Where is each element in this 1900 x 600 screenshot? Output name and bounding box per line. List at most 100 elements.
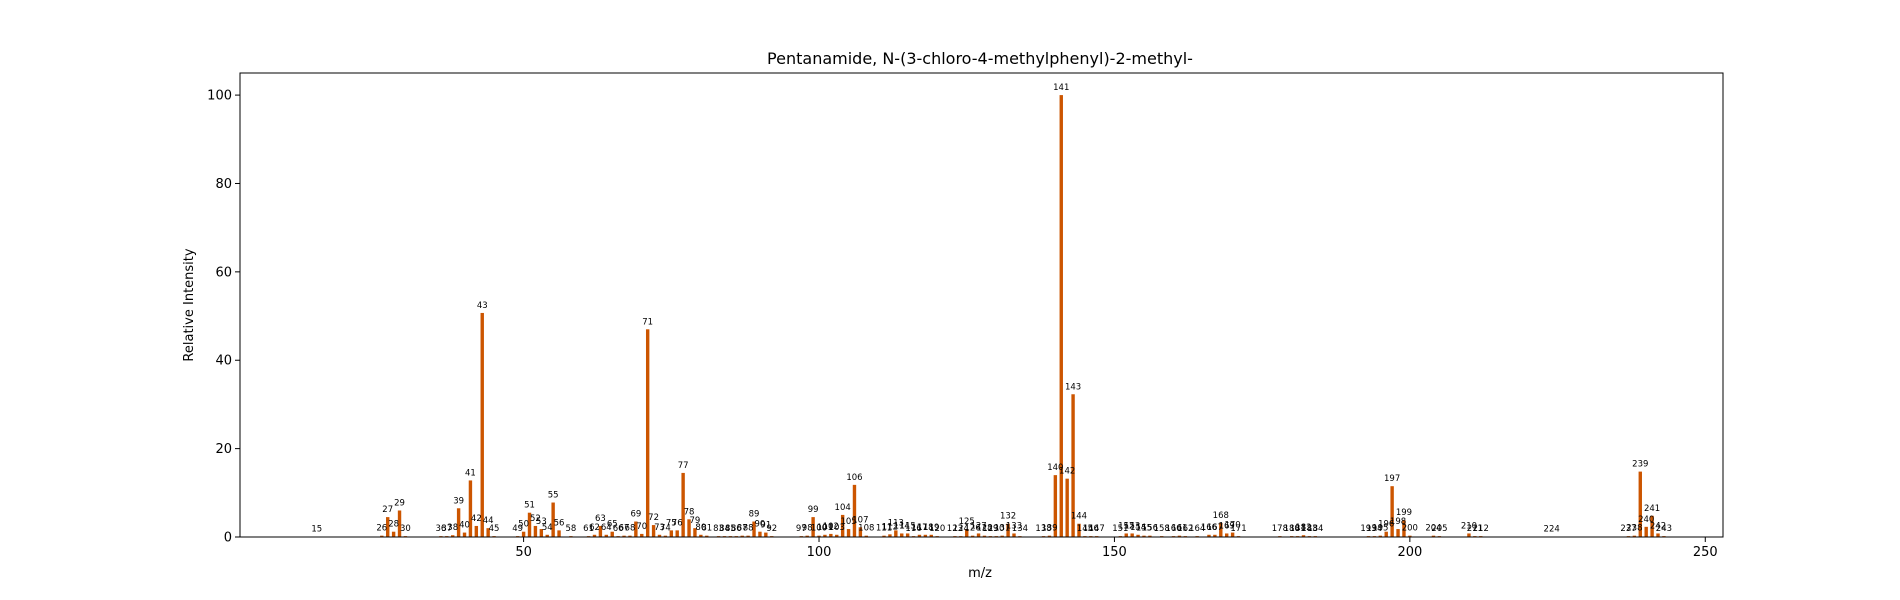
peak-bar (1136, 534, 1140, 537)
peak-label: 54 (542, 523, 553, 533)
peak-label: 62 (589, 523, 600, 533)
peak-label: 28 (388, 520, 399, 530)
peak-bar (1644, 526, 1648, 537)
peak-bar (1077, 523, 1081, 537)
peak-label: 50 (518, 520, 529, 530)
peak-bar (1402, 520, 1406, 537)
peak-bar (1384, 531, 1388, 537)
peak-label: 131 (994, 524, 1010, 534)
peak-label: 127 (970, 521, 986, 531)
peak-bar (557, 530, 561, 537)
peak-bar (651, 525, 656, 537)
peak-label: 78 (684, 507, 695, 517)
peak-label: 162 (1177, 524, 1193, 534)
peak-label: 140 (1047, 463, 1063, 473)
peak-bar (693, 528, 697, 537)
peak-label: 87 (737, 524, 748, 534)
peak-label: 45 (489, 524, 500, 534)
peak-bar (1230, 532, 1235, 537)
peak-label: 134 (1012, 524, 1028, 534)
x-tick-label: 250 (1693, 545, 1718, 560)
peak-bar (758, 531, 762, 537)
peak-label: 152 (1118, 521, 1134, 531)
peak-label: 112 (882, 522, 898, 532)
peak-bar (1396, 529, 1400, 537)
peak-label: 167 (1207, 523, 1223, 533)
peak-label: 52 (530, 514, 541, 524)
peak-bar (456, 508, 461, 537)
peak-label: 238 (1626, 524, 1642, 534)
peak-label: 130 (988, 524, 1004, 534)
peak-label: 83 (713, 524, 724, 534)
peak-label: 132 (1000, 512, 1016, 522)
peak-label: 43 (477, 301, 488, 311)
peak-label: 129 (982, 524, 998, 534)
peak-bar (1207, 534, 1211, 537)
peak-bar (675, 530, 679, 537)
peak-label: 97 (796, 524, 807, 534)
peak-label: 37 (441, 524, 452, 534)
peak-label: 80 (695, 523, 706, 533)
peak-bar (1059, 95, 1063, 537)
peak-label: 124 (953, 524, 969, 534)
peak-label: 81 (701, 524, 712, 534)
peak-bar (380, 535, 384, 537)
peak-label: 15 (311, 525, 322, 535)
peak-label: 239 (1632, 460, 1648, 470)
peak-label: 153 (1124, 521, 1140, 531)
peak-label: 106 (846, 473, 862, 483)
peak-label: 53 (536, 517, 547, 527)
peak-label: 40 (459, 521, 470, 531)
peak-label: 73 (654, 523, 665, 533)
peak-bar (1130, 533, 1134, 537)
chart-title: Pentanamide, N-(3-chloro-4-methylphenyl)… (767, 49, 1193, 68)
x-axis-label: m/z (968, 566, 992, 581)
peak-label: 51 (524, 501, 535, 511)
peak-label: 146 (1083, 524, 1099, 534)
peak-bar (545, 534, 549, 537)
peak-label: 68 (625, 524, 636, 534)
peak-bar (527, 512, 532, 537)
peak-label: 210 (1461, 521, 1477, 531)
peak-label: 212 (1473, 524, 1489, 534)
peak-label: 198 (1390, 517, 1406, 527)
peak-label: 86 (731, 524, 742, 534)
peak-label: 44 (483, 516, 494, 526)
y-tick-label: 0 (224, 531, 232, 546)
peak-bar (882, 535, 886, 537)
peak-bar (752, 521, 756, 537)
peak-bar (521, 531, 526, 537)
peak-label: 171 (1230, 524, 1246, 534)
peak-label: 63 (595, 514, 606, 524)
peak-bar (746, 535, 750, 537)
bars-layer (315, 95, 1666, 537)
peak-label: 119 (923, 523, 939, 533)
peak-label: 91 (760, 521, 771, 531)
peak-label: 143 (1065, 382, 1081, 392)
peak-label: 178 (1272, 524, 1288, 534)
y-tick-label: 80 (215, 177, 232, 192)
peak-label: 196 (1378, 520, 1394, 530)
peak-label: 193 (1360, 524, 1376, 534)
peak-bar (900, 533, 904, 537)
peak-bar (1219, 522, 1223, 537)
peak-label: 120 (929, 524, 945, 534)
peak-bar (397, 510, 402, 537)
peak-label: 67 (619, 524, 630, 534)
peak-bar (622, 535, 626, 537)
peak-bar (976, 533, 981, 537)
peak-label: 195 (1372, 524, 1388, 534)
peak-bar (1065, 478, 1069, 537)
y-tick-label: 40 (215, 354, 232, 369)
peak-label: 115 (900, 521, 916, 531)
peak-label: 111 (876, 524, 892, 534)
peak-bar (835, 534, 839, 537)
peak-label: 118 (917, 523, 933, 533)
peak-label: 183 (1301, 524, 1317, 534)
peak-label: 104 (835, 503, 851, 513)
peak-label: 241 (1644, 504, 1660, 514)
peak-label: 92 (766, 524, 777, 534)
peak-bar (1142, 535, 1146, 537)
peak-label: 147 (1089, 524, 1105, 534)
